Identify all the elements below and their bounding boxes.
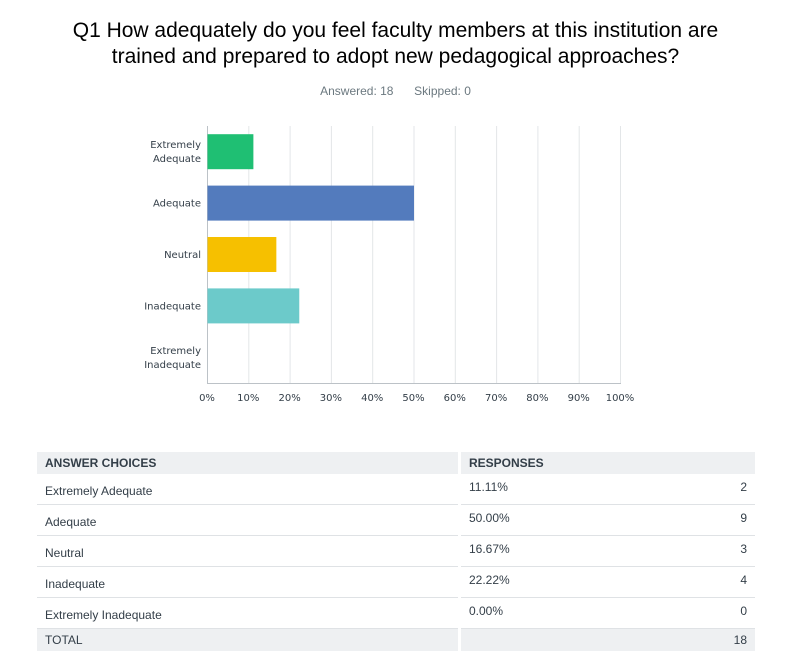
table-row: Inadequate 22.22% 4 [37, 567, 755, 598]
header-responses[interactable]: RESPONSES [460, 452, 756, 474]
results-table: ANSWER CHOICES RESPONSES Extremely Adequ… [37, 452, 755, 651]
x-tick-label: 70% [485, 393, 507, 404]
response-percent: 22.22% [460, 567, 588, 598]
bar [208, 186, 415, 221]
total-label: TOTAL [37, 629, 460, 651]
table-row: Adequate 50.00% 9 [37, 505, 755, 536]
total-spacer [460, 629, 588, 651]
answer-choice: Extremely Inadequate [37, 598, 460, 629]
header-answer-choices[interactable]: ANSWER CHOICES [37, 452, 460, 474]
bar [208, 237, 277, 272]
x-tick-label: 0% [199, 393, 215, 404]
x-tick-label: 100% [606, 393, 635, 404]
x-tick-label: 50% [402, 393, 424, 404]
x-tick-label: 20% [278, 393, 300, 404]
answer-choice: Neutral [37, 536, 460, 567]
answer-choice: Adequate [37, 505, 460, 536]
x-tick-label: 80% [526, 393, 548, 404]
response-count: 3 [587, 536, 755, 567]
bar-chart: 0% 10% 20% 30% 40% 50% 60% 70% 80% 90% 100% Extreme… [0, 0, 791, 440]
answer-choice: Inadequate [37, 567, 460, 598]
x-tick-label: 60% [444, 393, 466, 404]
response-percent: 0.00% [460, 598, 588, 629]
table-row: Extremely Adequate 11.11% 2 [37, 474, 755, 505]
x-tick-label: 90% [568, 393, 590, 404]
bar [208, 288, 300, 323]
total-count: 18 [587, 629, 755, 651]
response-count: 9 [587, 505, 755, 536]
category-label: Inadequate [144, 301, 201, 312]
x-tick-label: 30% [320, 393, 342, 404]
response-percent: 16.67% [460, 536, 588, 567]
x-tick-label: 40% [361, 393, 383, 404]
bar [208, 134, 254, 169]
response-percent: 11.11% [460, 474, 588, 505]
total-row: TOTAL 18 [37, 629, 755, 651]
response-count: 4 [587, 567, 755, 598]
table-header-row: ANSWER CHOICES RESPONSES [37, 452, 755, 474]
response-count: 2 [587, 474, 755, 505]
response-count: 0 [587, 598, 755, 629]
table-row: Neutral 16.67% 3 [37, 536, 755, 567]
response-percent: 50.00% [460, 505, 588, 536]
x-tick-label: 10% [237, 393, 259, 404]
category-label: Adequate [153, 199, 201, 210]
answer-choice: Extremely Adequate [37, 474, 460, 505]
category-label: Neutral [164, 250, 201, 261]
table-row: Extremely Inadequate 0.00% 0 [37, 598, 755, 629]
